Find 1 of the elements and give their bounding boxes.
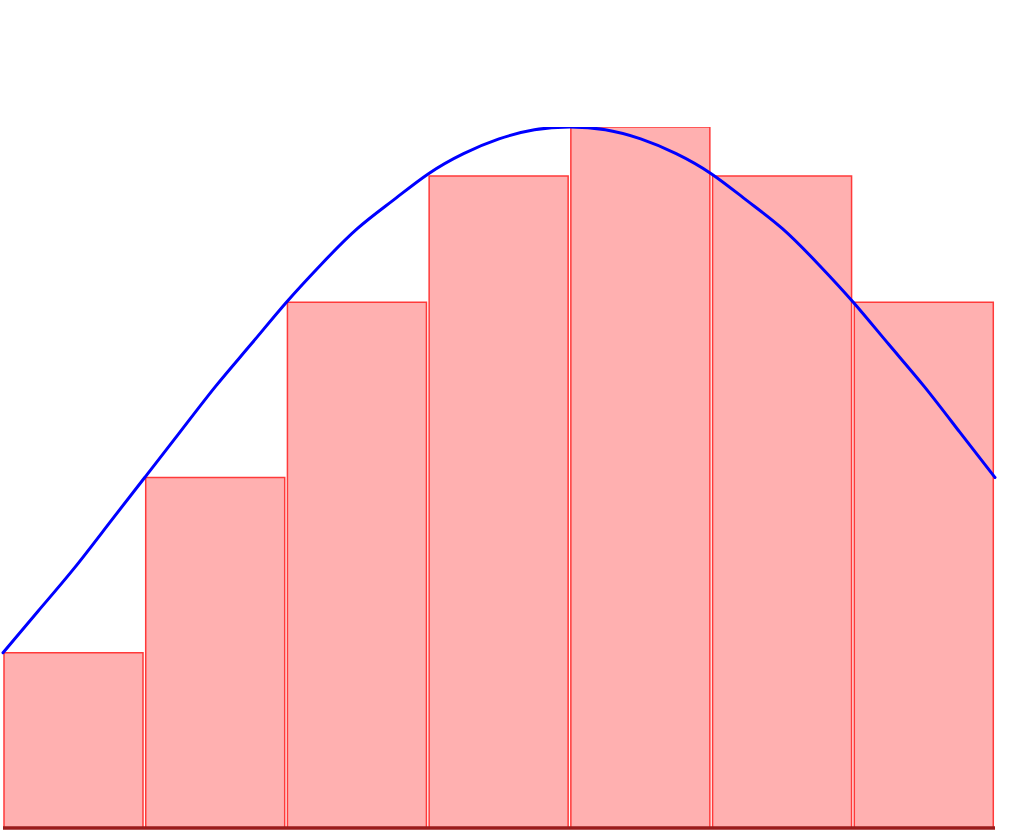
bar	[853, 301, 995, 828]
